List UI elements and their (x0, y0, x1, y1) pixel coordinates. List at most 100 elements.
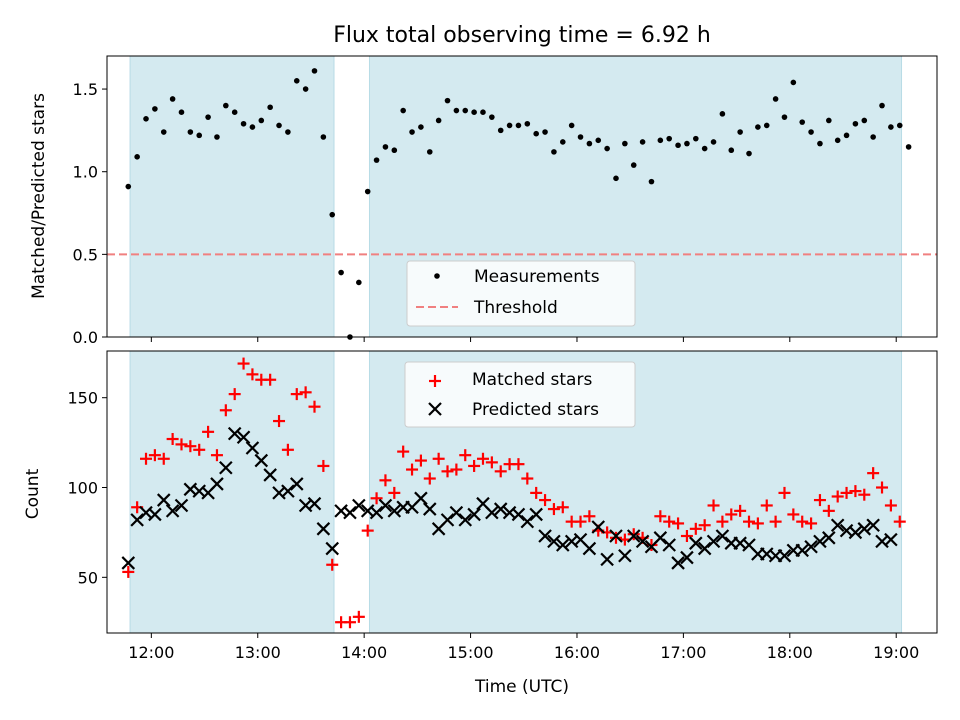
predicted-point-15 (254, 453, 269, 468)
measurement-point-42 (497, 127, 504, 134)
predicted-point-46 (529, 507, 543, 522)
matched-point-8 (193, 443, 206, 456)
measurement-point-88 (905, 144, 912, 150)
predicted-point-39 (467, 507, 481, 522)
count-y-axis: 50 100 150 (67, 389, 107, 587)
measurement-point-33 (418, 124, 424, 130)
measurement-point-0 (125, 183, 132, 190)
predicted-point-55 (609, 529, 623, 543)
chart-title: Flux total observing time = 6.92 h (333, 23, 711, 48)
measurement-point-62 (675, 142, 681, 149)
predicted-point-64 (689, 536, 703, 550)
measurement-point-75 (790, 79, 797, 86)
measurement-point-72 (763, 122, 770, 129)
measurement-point-9 (205, 114, 211, 120)
matched-point-64 (689, 522, 702, 535)
measurement-point-50 (568, 122, 575, 129)
matched-point-22 (317, 459, 330, 472)
measurement-point-52 (586, 140, 593, 147)
measurement-point-27 (364, 188, 371, 195)
matched-point-34 (423, 472, 436, 485)
matched-point-11 (219, 404, 232, 417)
measurement-point-53 (595, 137, 602, 144)
measurement-point-67 (719, 111, 726, 117)
predicted-point-30 (387, 504, 402, 518)
matched-point-31 (397, 445, 410, 458)
matched-point-79 (822, 504, 835, 517)
predicted-point-19 (289, 477, 304, 491)
matched-point-47 (539, 494, 552, 507)
predicted-point-47 (538, 529, 552, 543)
predicted-point-12 (227, 426, 242, 441)
matched-point-38 (459, 449, 472, 462)
legend-matched-label: Matched stars (472, 370, 592, 390)
predicted-point-57 (626, 529, 641, 543)
measurement-point-16 (267, 104, 273, 111)
measurement-point-17 (276, 122, 282, 129)
predicted-point-63 (680, 550, 694, 565)
matched-point-37 (450, 463, 463, 476)
measurement-point-78 (817, 140, 823, 147)
matched-point-52 (583, 510, 596, 523)
measurement-point-26 (356, 279, 362, 286)
measurement-point-21 (311, 68, 318, 74)
measurement-point-38 (462, 107, 469, 114)
matched-point-69 (734, 504, 747, 517)
matched-point-55 (609, 531, 622, 544)
matched-point-6 (175, 438, 188, 451)
count-y-axis-label: Count (23, 468, 43, 519)
predicted-point-13 (236, 430, 251, 444)
measurement-point-32 (409, 129, 415, 135)
predicted-point-3 (148, 507, 162, 522)
x-tick-label-1: 13:00 (235, 643, 281, 662)
shaded-interval-0 (129, 350, 335, 634)
measurement-point-24 (338, 269, 344, 276)
measurement-point-48 (551, 149, 557, 155)
matched-point-66 (707, 499, 720, 512)
measurement-point-6 (178, 109, 185, 115)
matched-point-42 (494, 465, 507, 478)
matched-point-28 (370, 492, 383, 505)
matched-point-57 (627, 528, 640, 541)
matched-point-39 (468, 459, 481, 472)
matched-point-46 (530, 486, 543, 499)
count-x-axis: 12:00 13:00 14:00 15:00 16:00 17:00 18:00 19:00 (128, 633, 919, 662)
measurement-point-5 (169, 96, 176, 102)
measurement-point-83 (861, 117, 868, 124)
legend-predicted-label: Predicted stars (472, 400, 599, 420)
x-tick-label-3: 15:00 (448, 643, 494, 662)
matched-point-80 (831, 490, 844, 503)
predicted-point-6 (174, 498, 189, 513)
measurement-point-8 (196, 132, 203, 139)
predicted-point-14 (245, 441, 260, 455)
matched-point-20 (299, 386, 312, 399)
ratio-y-axis: 0.0 0.5 1.0 1.5 (73, 80, 107, 347)
measurement-point-57 (630, 162, 637, 168)
matched-point-60 (654, 510, 667, 523)
matched-point-29 (379, 474, 392, 487)
predicted-point-18 (281, 484, 295, 498)
predicted-point-77 (804, 540, 818, 554)
matched-point-67 (716, 515, 729, 528)
measurement-point-84 (870, 134, 876, 140)
matched-point-51 (574, 515, 587, 528)
matched-point-41 (485, 456, 498, 469)
measurement-point-22 (320, 134, 327, 140)
measurement-point-47 (542, 129, 548, 135)
matched-point-48 (547, 503, 560, 516)
measurement-point-19 (293, 77, 300, 84)
measurement-point-66 (710, 139, 717, 145)
count-axes-frame (106, 350, 938, 634)
matched-point-9 (202, 425, 215, 438)
matched-point-49 (556, 501, 569, 514)
measurement-point-3 (152, 106, 158, 112)
measurement-point-61 (666, 135, 673, 142)
measurement-point-74 (781, 114, 788, 120)
x-tick-label-0: 12:00 (128, 643, 174, 662)
measurement-point-77 (808, 129, 814, 135)
legend-threshold-label: Threshold (473, 298, 558, 318)
legend-matched-marker (429, 375, 441, 387)
measurement-point-13 (240, 120, 247, 127)
